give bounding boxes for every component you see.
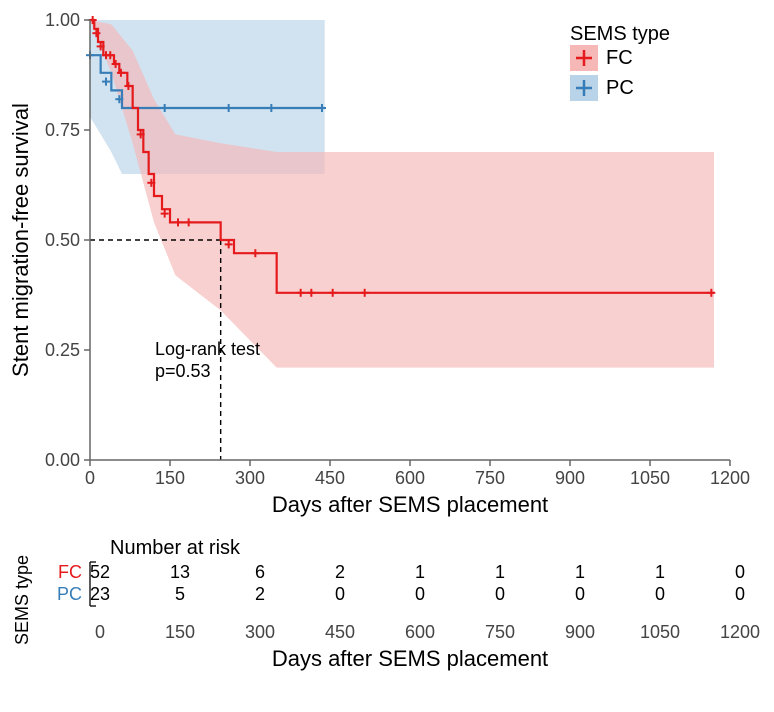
risk-row-label: FC — [58, 562, 82, 582]
logrank-annotation: Log-rank test — [155, 339, 260, 359]
legend-item: PC — [606, 77, 634, 99]
risk-cell: 1 — [655, 562, 665, 582]
risk-cell: 2 — [255, 584, 265, 604]
risk-cell: 0 — [575, 584, 585, 604]
risk-cell: 1 — [575, 562, 585, 582]
svg-text:600: 600 — [395, 468, 425, 488]
risk-table-title: Number at risk — [110, 537, 241, 559]
svg-text:1.00: 1.00 — [45, 10, 80, 30]
risk-cell: 5 — [175, 584, 185, 604]
risk-cell: 0 — [735, 584, 745, 604]
risk-cell: 0 — [495, 584, 505, 604]
svg-text:0.50: 0.50 — [45, 230, 80, 250]
risk-cell: 6 — [255, 562, 265, 582]
y-axis-label: Stent migration-free survival — [8, 103, 33, 377]
svg-text:450: 450 — [315, 468, 345, 488]
svg-text:150: 150 — [155, 468, 185, 488]
risk-cell: 0 — [415, 584, 425, 604]
risk-cell: 2 — [335, 562, 345, 582]
logrank-annotation: p=0.53 — [155, 361, 211, 381]
svg-text:0: 0 — [95, 622, 105, 642]
svg-text:900: 900 — [565, 622, 595, 642]
svg-text:450: 450 — [325, 622, 355, 642]
legend-title: SEMS type — [570, 23, 670, 45]
svg-text:150: 150 — [165, 622, 195, 642]
svg-text:1200: 1200 — [720, 622, 760, 642]
svg-text:1050: 1050 — [630, 468, 670, 488]
svg-text:750: 750 — [475, 468, 505, 488]
svg-text:0.75: 0.75 — [45, 120, 80, 140]
svg-text:1200: 1200 — [710, 468, 750, 488]
svg-text:0.00: 0.00 — [45, 450, 80, 470]
svg-text:900: 900 — [555, 468, 585, 488]
risk-cell: 13 — [170, 562, 190, 582]
risk-y-axis-label: SEMS type — [12, 555, 32, 645]
risk-cell: 23 — [90, 584, 110, 604]
risk-cell: 52 — [90, 562, 110, 582]
legend-item: FC — [606, 47, 633, 69]
risk-cell: 0 — [655, 584, 665, 604]
svg-text:0.25: 0.25 — [45, 340, 80, 360]
risk-cell: 1 — [415, 562, 425, 582]
svg-text:300: 300 — [235, 468, 265, 488]
svg-text:750: 750 — [485, 622, 515, 642]
risk-cell: 0 — [335, 584, 345, 604]
svg-text:1050: 1050 — [640, 622, 680, 642]
risk-row-label: PC — [57, 584, 82, 604]
risk-cell: 1 — [495, 562, 505, 582]
svg-text:0: 0 — [85, 468, 95, 488]
svg-text:300: 300 — [245, 622, 275, 642]
svg-text:600: 600 — [405, 622, 435, 642]
risk-x-axis-label: Days after SEMS placement — [272, 646, 548, 671]
risk-cell: 0 — [735, 562, 745, 582]
x-axis-label: Days after SEMS placement — [272, 492, 548, 517]
km-figure: 0.000.250.500.751.0001503004506007509001… — [0, 0, 774, 712]
